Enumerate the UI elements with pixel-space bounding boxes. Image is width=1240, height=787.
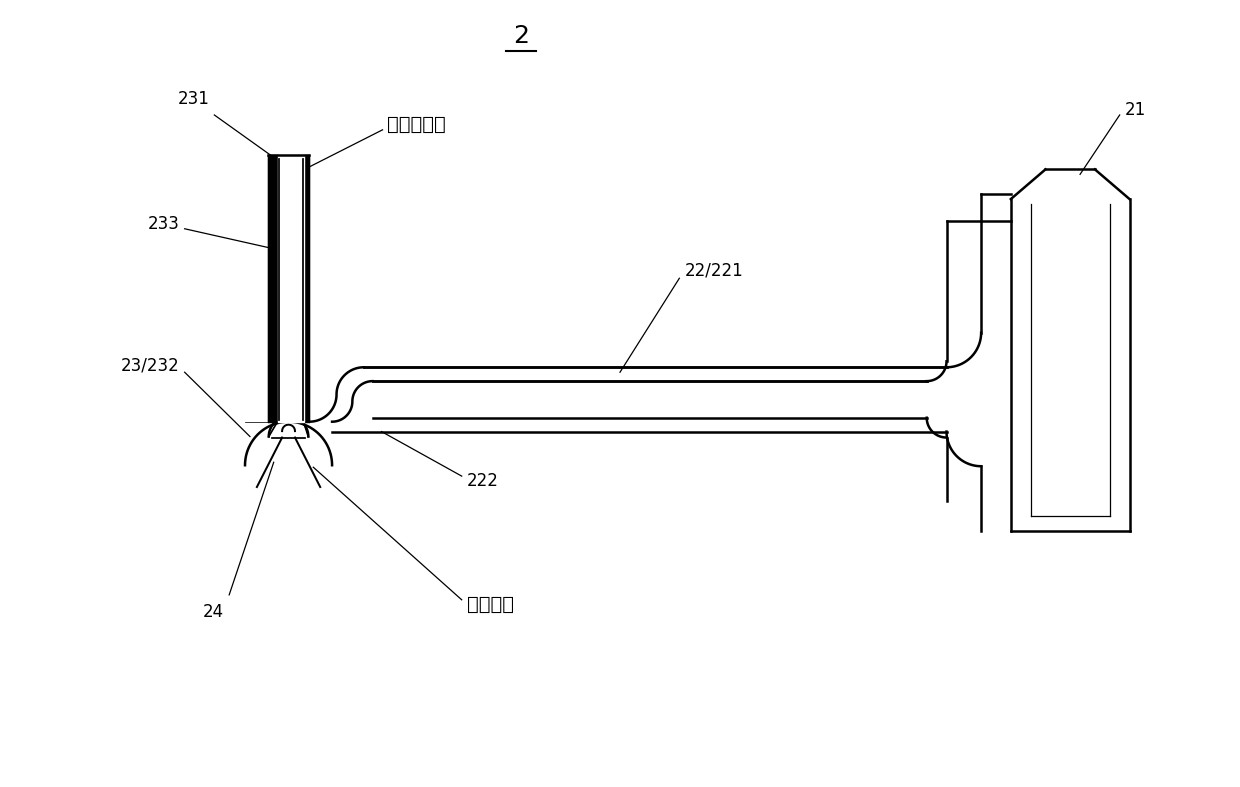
Text: 231: 231 [177, 90, 210, 108]
Text: 222: 222 [466, 472, 498, 490]
Text: 24: 24 [203, 603, 224, 621]
Text: 21: 21 [1125, 101, 1146, 119]
Text: 22/221: 22/221 [684, 261, 743, 279]
Text: 2: 2 [513, 24, 529, 48]
Text: 233: 233 [148, 215, 180, 233]
Text: 圆弧面结构: 圆弧面结构 [387, 116, 446, 135]
Text: 23/232: 23/232 [122, 357, 180, 375]
Text: 倒角结构: 倒角结构 [466, 595, 513, 614]
